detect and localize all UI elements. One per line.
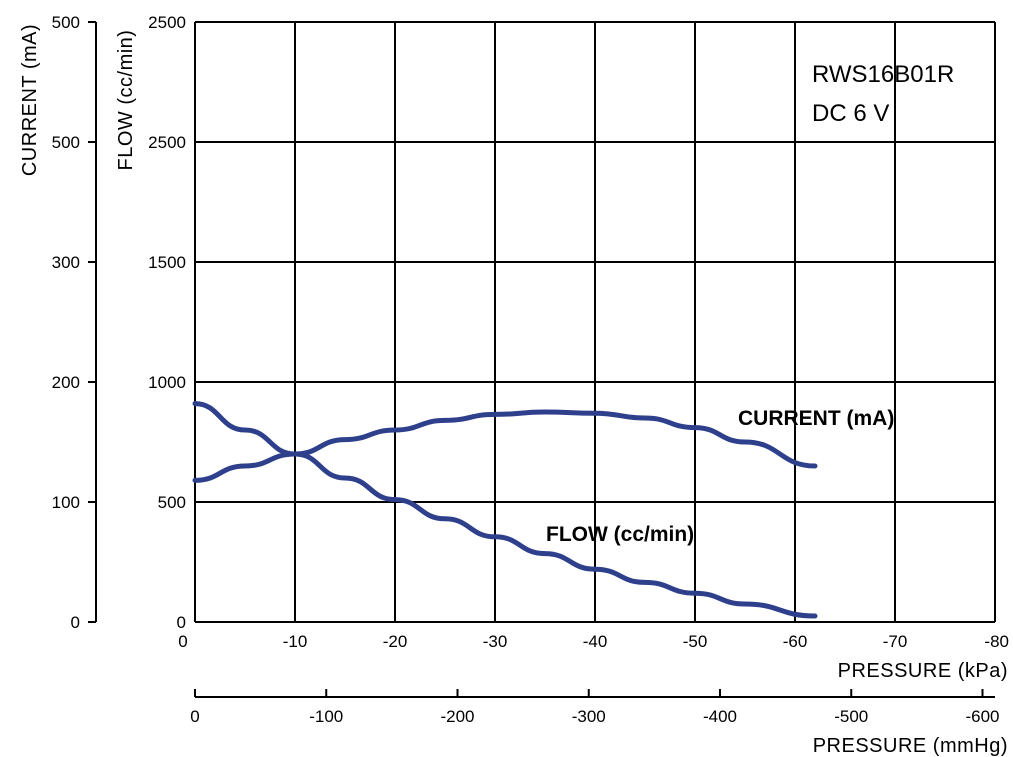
y-axis-flow-title: FLOW (cc/min) <box>115 30 137 171</box>
x-kpa-tick-label: -30 <box>483 632 508 651</box>
x-mmhg-tick-label: -600 <box>965 707 999 726</box>
x-mmhg-tick-label: -400 <box>703 707 737 726</box>
y-flow-tick-label: 1500 <box>148 253 186 272</box>
series-flow-line <box>192 401 818 619</box>
x-kpa-tick-label: -50 <box>683 632 708 651</box>
annotation-voltage: DC 6 V <box>812 100 889 127</box>
axes <box>88 21 995 698</box>
x-kpa-tick-label: -60 <box>783 632 808 651</box>
x-mmhg-tick-label: -200 <box>440 707 474 726</box>
x-kpa-tick-label: -20 <box>383 632 408 651</box>
y-current-tick-label: 200 <box>52 373 80 392</box>
y-flow-tick-label: 0 <box>177 613 186 632</box>
x-mmhg-tick-label: -300 <box>572 707 606 726</box>
x-kpa-tick-label: -40 <box>583 632 608 651</box>
y-flow-tick-label: 500 <box>158 493 186 512</box>
x-kpa-tick-label: -70 <box>883 632 908 651</box>
y-flow-tick-label: 2500 <box>148 13 186 32</box>
grid <box>194 21 996 623</box>
annotation-model: RWS16B01R <box>812 61 954 88</box>
x-mmhg-tick-label: 0 <box>190 707 199 726</box>
series-current-line <box>192 409 818 483</box>
series-label-current: CURRENT (mA) <box>738 407 894 430</box>
x-kpa-tick-label: -80 <box>984 632 1009 651</box>
x-mmhg-tick-label: -500 <box>834 707 868 726</box>
y-axis-current-title: CURRENT (mA) <box>19 24 41 176</box>
x-axis-mmhg-title: PRESSURE (mmHg) <box>813 735 1008 757</box>
x-axis-kpa-title: PRESSURE (kPa) <box>838 660 1008 682</box>
series-label-flow: FLOW (cc/min) <box>546 523 694 546</box>
y-current-tick-label: 500 <box>52 133 80 152</box>
y-current-tick-label: 0 <box>71 613 80 632</box>
y-flow-tick-label: 1000 <box>148 373 186 392</box>
series-lines <box>192 401 818 619</box>
y-flow-tick-label: 2500 <box>148 133 186 152</box>
x-kpa-tick-label: 0 <box>178 632 187 651</box>
x-mmhg-tick-label: -100 <box>309 707 343 726</box>
y-current-tick-label: 500 <box>52 13 80 32</box>
x-kpa-tick-label: -10 <box>283 632 308 651</box>
y-current-tick-label: 300 <box>52 253 80 272</box>
y-current-tick-label: 100 <box>52 493 80 512</box>
